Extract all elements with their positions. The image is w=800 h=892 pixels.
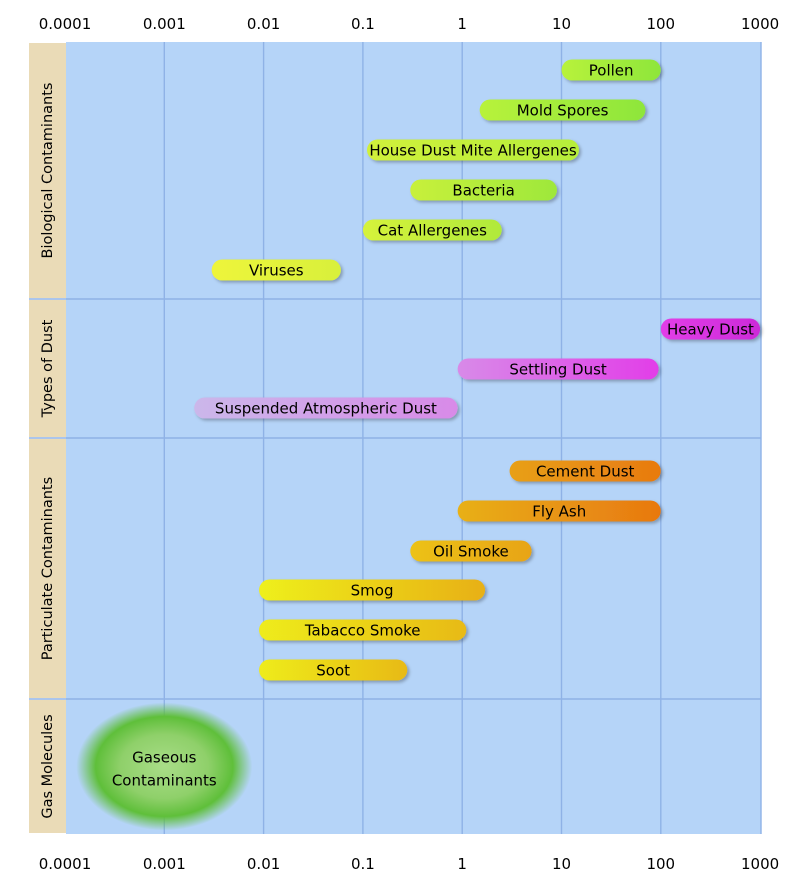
range-bar [509,460,661,482]
bottom-tick-label: 0.001 [143,855,186,873]
range-bar [410,179,557,201]
group-label: Biological Contaminants [40,83,56,259]
top-tick-label: 0.1 [351,15,375,33]
group-band [29,43,66,298]
range-bar [561,59,661,81]
range-bar [362,219,502,241]
bottom-tick-label: 0.0001 [39,855,92,873]
bar-label: Fly Ash [532,503,586,521]
top-tick-label: 0.001 [143,15,186,33]
bar-label: Soot [316,662,350,680]
range-bar [410,540,532,562]
range-bar [457,358,659,380]
blob-label: Contaminants [112,772,217,790]
bar-label: Mold Spores [517,102,609,120]
bar-label: Bacteria [452,182,514,200]
bottom-tick-label: 1000 [741,855,779,873]
bar-label: House Dust Mite Allergenes [369,142,576,160]
bar-label: Pollen [589,62,634,80]
bar-label: Cement Dust [536,463,635,481]
top-tick-label: 100 [646,15,675,33]
top-tick-label: 1000 [741,15,779,33]
bottom-tick-label: 0.01 [247,855,280,873]
bar-label: Oil Smoke [433,543,509,561]
bottom-tick-label: 1 [457,855,467,873]
group-bands: Biological Contaminants Types of Dust Part… [29,43,66,833]
bar-label: Cat Allergenes [378,222,488,240]
group-separators [29,298,761,700]
top-tick-label: 1 [457,15,467,33]
range-bar [211,259,341,281]
group-label: Particulate Contaminants [40,477,56,660]
range-bar [259,579,486,601]
gas-blob [76,702,253,831]
range-bar [457,500,661,522]
range-bar [660,318,761,340]
bar-label: Suspended Atmospheric Dust [215,400,437,418]
top-tick-label: 10 [552,15,571,33]
bottom-tick-label: 100 [646,855,675,873]
group-band [29,700,66,833]
bottom-tick-label: 10 [552,855,571,873]
chart-marks: Pollen Mold Spores House Dust Mite Allerge… [76,59,761,831]
range-bar [367,139,579,161]
group-band [29,439,66,698]
bar-label: Heavy Dust [667,321,754,339]
range-bar [259,659,408,681]
bottom-axis-ticks: 0.0001 0.001 0.01 0.1 1 10 100 1000 [39,855,779,873]
range-bar [479,99,646,121]
top-axis-ticks: 0.0001 0.001 0.01 0.1 1 10 100 1000 [39,15,779,33]
range-bar [194,397,458,419]
group-band [29,300,66,437]
group-label: Gas Molecules [40,714,56,818]
group-label: Types of Dust [40,319,56,418]
bar-label: Smog [351,582,394,600]
bar-label: Viruses [249,262,304,280]
blob-label: Gaseous [132,749,197,767]
top-tick-label: 0.01 [247,15,280,33]
bar-label: Settling Dust [509,361,607,379]
bottom-tick-label: 0.1 [351,855,375,873]
top-tick-label: 0.0001 [39,15,92,33]
bar-label: Tabacco Smoke [304,622,421,640]
range-bar [259,619,467,641]
